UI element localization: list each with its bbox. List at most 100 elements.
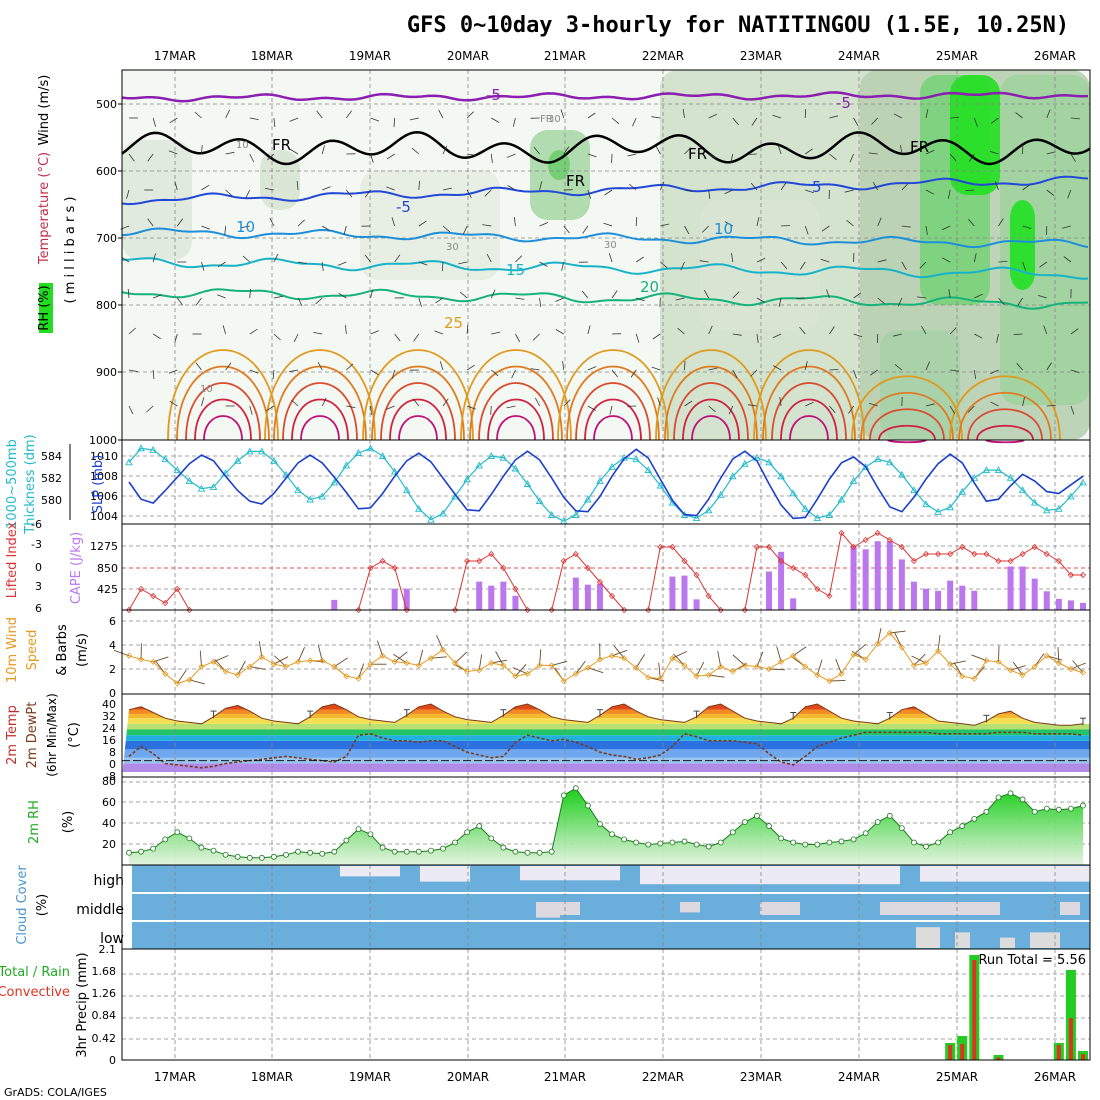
temp-tick-label: 24: [102, 722, 116, 735]
wind-speed-marker: [319, 657, 326, 664]
wind-barb: [974, 333, 983, 339]
wind-barb: [121, 256, 130, 263]
wind-barb: [466, 111, 474, 119]
thickness-marker: [813, 514, 822, 522]
thickness-marker: [729, 472, 737, 480]
wind-barb: [799, 326, 806, 335]
wind-barb: [673, 653, 685, 666]
date-label-top: 24MAR: [838, 49, 880, 63]
thickness-axis-label: 1000~500mb: [5, 439, 20, 529]
lifted-index-marker: [1067, 571, 1074, 579]
wind-barb: [512, 117, 516, 127]
wind-barb: [393, 653, 407, 664]
cloud-units-label: (%): [35, 894, 50, 917]
wind-barb: [816, 659, 823, 676]
wind-barb: [147, 218, 154, 227]
wind-speed-marker: [125, 652, 133, 659]
wind-barb: [506, 153, 516, 158]
wind-barb: [973, 369, 977, 379]
wind-barb: [1067, 189, 1072, 199]
cape-bar: [681, 575, 688, 610]
wind-barb: [297, 647, 306, 662]
wind-barb: [321, 145, 325, 155]
isotherm-warm-arch: [762, 365, 856, 441]
wind-barb: [1022, 397, 1025, 407]
wind-barb: [776, 646, 782, 662]
wind-barb: [466, 324, 469, 335]
thickness-marker: [1079, 478, 1087, 486]
pressure-tick-label: 1000: [89, 434, 117, 447]
isotherm-warm-arch: [780, 398, 838, 441]
date-label-bottom: 19MAR: [349, 1070, 391, 1084]
lifted-index-marker: [391, 564, 398, 572]
thickness-marker: [209, 483, 218, 491]
thickness-marker: [475, 461, 483, 469]
wind-barb: [635, 333, 640, 343]
wind-barb: [703, 289, 709, 299]
wind-speed-marker: [548, 662, 555, 669]
rh-marker: [778, 835, 785, 842]
isotherm-warm-arch: [851, 375, 963, 441]
slp-axis-label: SLP (mb): [91, 455, 106, 514]
thickness-marker: [910, 486, 918, 494]
wind-speed-marker: [910, 662, 918, 669]
wind-barb: [1012, 661, 1023, 676]
rh-shading: [360, 170, 500, 280]
wind-barb: [1062, 225, 1072, 229]
wind-barb: [925, 109, 929, 119]
wind-barb: [345, 324, 347, 335]
rh-marker: [234, 853, 241, 860]
thickness-marker: [270, 456, 278, 464]
thickness-marker: [789, 489, 797, 497]
lifted-index-marker: [935, 550, 942, 558]
wind-speed-marker: [850, 651, 857, 658]
wind-barb: [551, 660, 568, 666]
wind-barb: [370, 330, 380, 335]
wind-barb: [539, 297, 542, 307]
cape-bar: [512, 595, 519, 610]
rh-marker: [440, 845, 446, 852]
cape-li-panel: -6 -3 0 3 6 1275 850 425 Lifted Index CAPE (J/kg): [5, 518, 1091, 615]
isotherm-warm-arch: [371, 365, 465, 441]
wind-barb: [458, 261, 468, 265]
wind-speed-marker: [922, 659, 930, 667]
wind-barb: [343, 225, 347, 235]
contour-label: FR: [540, 114, 553, 125]
wind-barb: [953, 662, 963, 677]
wind-barb: [370, 117, 380, 122]
wind-barb: [128, 153, 135, 162]
isotherm-line: [121, 227, 1089, 249]
contour-label: FR: [566, 172, 585, 190]
wind-barb: [604, 189, 613, 196]
wind-barb: [659, 181, 665, 191]
thickness-marker: [656, 481, 665, 489]
wind-barb: [442, 225, 451, 233]
li-tick-label: 0: [35, 561, 42, 574]
temperature-band: [122, 709, 1090, 714]
wind-tick-label: 2: [109, 663, 116, 676]
wind-speed-marker: [464, 668, 471, 675]
precip-convective-bar: [1056, 1045, 1061, 1060]
wind-barb: [364, 189, 371, 198]
wind-barb: [370, 369, 379, 375]
thickness-marker: [137, 444, 145, 452]
rh-marker: [838, 838, 845, 845]
isotherm-warm-arch: [362, 349, 474, 441]
lifted-index-marker: [584, 564, 591, 572]
wind-barb: [128, 405, 134, 415]
wind-speed-marker: [621, 655, 628, 662]
thickness-marker: [463, 475, 471, 483]
wind-barb: [732, 117, 739, 126]
wind-speed-marker: [488, 659, 495, 667]
rh-marker: [911, 839, 917, 846]
wind-barb: [394, 651, 408, 663]
isotherm-warm-arch: [869, 408, 945, 441]
wind-barb: [249, 117, 259, 120]
wind-barb: [587, 153, 597, 158]
wind-tick-label: 4: [109, 639, 116, 652]
date-label-bottom: 18MAR: [251, 1070, 293, 1084]
wind-barb: [442, 145, 448, 155]
temperature-band: [122, 723, 1090, 730]
low-cloud-clear: [1030, 932, 1060, 948]
